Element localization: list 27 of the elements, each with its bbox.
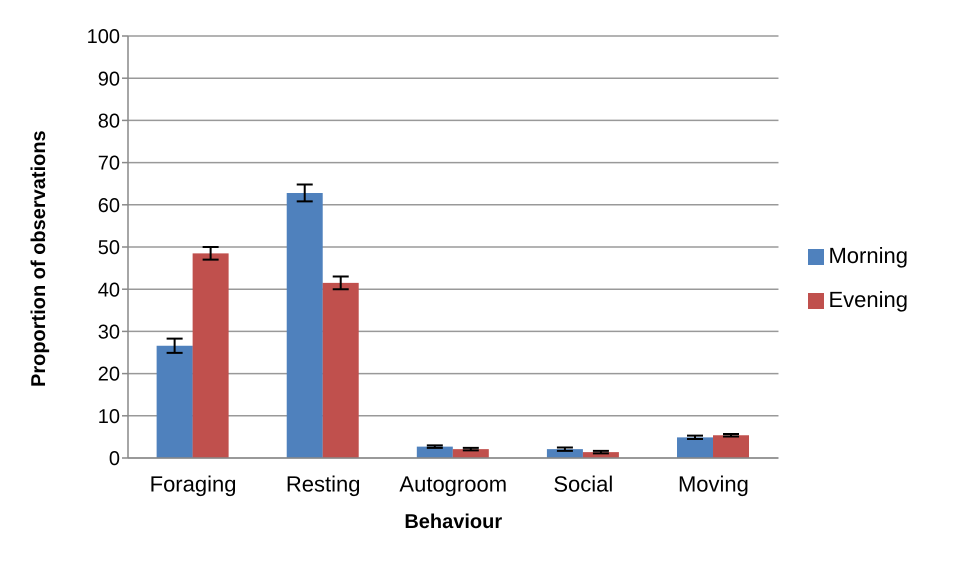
y-tick-label: 100 (86, 26, 120, 48)
x-tick-label: Foraging (150, 472, 236, 497)
bar (416, 446, 453, 458)
bar (713, 435, 750, 458)
y-tick-label: 0 (108, 448, 120, 470)
y-tick-label: 10 (98, 406, 120, 428)
x-axis-title: Behaviour (404, 511, 502, 533)
y-tick-label: 40 (98, 279, 120, 302)
x-tick-label: Autogroom (399, 472, 508, 497)
bar (156, 346, 193, 458)
y-tick-label: 70 (98, 152, 120, 175)
y-tick-label: 80 (98, 110, 120, 132)
bar (677, 437, 714, 458)
bar (192, 253, 229, 458)
y-tick-label: 50 (98, 237, 120, 260)
y-tick-label: 20 (98, 364, 120, 386)
y-tick-label: 30 (98, 322, 120, 344)
y-tick-label: 60 (98, 194, 120, 217)
legend-label: Evening (828, 287, 908, 312)
x-tick-label: Resting (286, 472, 360, 497)
x-tick-label: Moving (678, 472, 749, 497)
legend-label: Morning (828, 243, 908, 268)
y-tick-label: 90 (98, 68, 120, 90)
y-axis-title: Proportion of observations (28, 130, 50, 387)
bar (322, 282, 359, 458)
bar (286, 192, 323, 458)
x-tick-label: Social (553, 472, 614, 497)
